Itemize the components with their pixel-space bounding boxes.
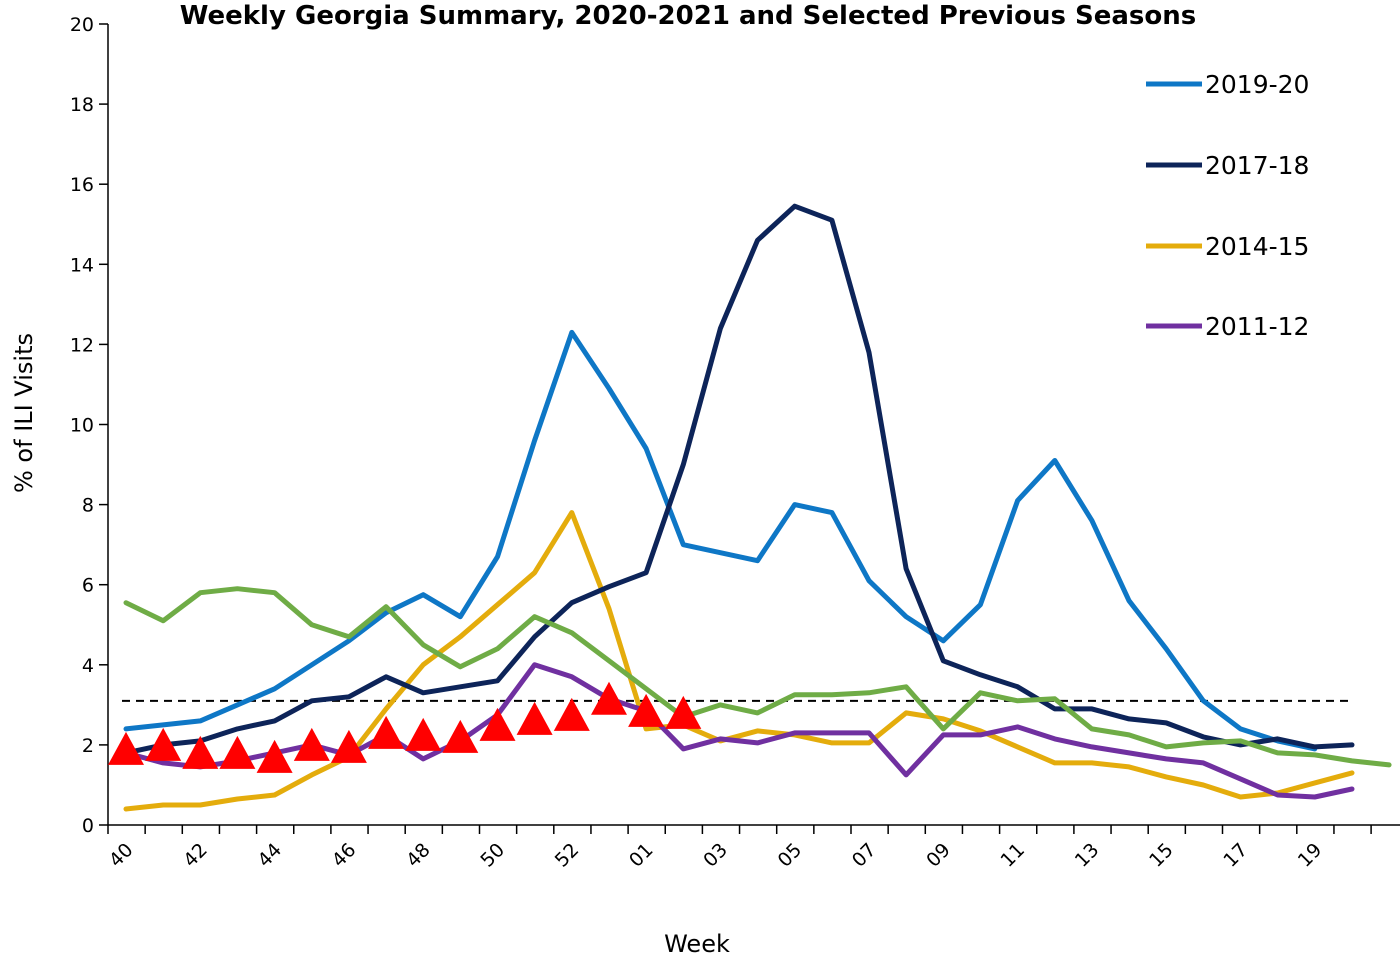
legend-label-2017-18: 2017-18: [1205, 151, 1309, 180]
series-line-2019-20: [123, 329, 1318, 752]
series-line-2011-12: [123, 662, 1355, 800]
y-tick-label: 12: [70, 334, 94, 356]
triangle-marker: [368, 715, 405, 749]
triangle-marker: [182, 735, 219, 769]
x-tick-label: 42: [179, 839, 212, 872]
y-tick-label: 6: [82, 575, 94, 597]
series-line-series-4: [123, 586, 1392, 768]
x-tick-label: 44: [253, 839, 286, 872]
triangle-marker: [145, 727, 182, 761]
marker-layer: [108, 681, 702, 773]
x-tick-label: 48: [402, 839, 435, 872]
x-tick-label: 52: [551, 839, 584, 872]
x-tick-label: 13: [1071, 839, 1104, 872]
y-tick-label: 4: [82, 655, 94, 677]
triangle-marker: [256, 739, 293, 773]
y-tick-label: 8: [82, 495, 94, 517]
triangle-marker: [330, 729, 367, 763]
triangle-marker: [516, 701, 553, 735]
x-tick-label: 07: [848, 839, 881, 872]
triangle-marker: [591, 681, 627, 715]
chart-title: Weekly Georgia Summary, 2020-2021 and Se…: [180, 1, 1196, 31]
x-tick-label: 15: [1145, 839, 1178, 872]
y-tick-label: 18: [70, 94, 94, 116]
legend: 2019-20 2017-18 2014-15 2011-12: [1146, 70, 1309, 341]
legend-item-2019-20: 2019-20: [1146, 70, 1309, 99]
x-tick-label: 40: [105, 839, 138, 872]
y-axis-label: % of ILI Visits: [10, 333, 38, 493]
legend-item-2017-18: 2017-18: [1146, 151, 1309, 180]
y-tick-label: 10: [70, 415, 94, 437]
legend-label-2019-20: 2019-20: [1205, 70, 1309, 99]
legend-label-2014-15: 2014-15: [1205, 232, 1309, 261]
x-tick-label: 19: [1294, 839, 1327, 872]
x-tick-label: 50: [476, 839, 509, 872]
x-tick-label: 09: [922, 839, 955, 872]
triangle-marker: [442, 719, 479, 753]
y-tick-label: 0: [82, 815, 94, 837]
x-tick-label: 05: [774, 839, 807, 872]
triangle-marker: [108, 731, 144, 765]
y-tick-label: 14: [70, 254, 94, 276]
x-tick-label: 01: [625, 839, 658, 872]
triangle-marker: [553, 697, 590, 731]
x-axis-label: Week: [664, 930, 730, 956]
triangle-marker: [665, 695, 702, 729]
x-tick-label: 03: [699, 839, 732, 872]
legend-item-2014-15: 2014-15: [1146, 232, 1309, 261]
triangle-marker: [479, 707, 516, 741]
y-tick-label: 16: [70, 174, 94, 196]
x-tick-label: 11: [996, 839, 1029, 872]
y-tick-label: 2: [82, 735, 94, 757]
x-tick-label: 17: [1219, 839, 1252, 872]
y-axis: 0 2 4 6 8 10 12 14 16 18 20: [70, 14, 109, 837]
triangle-marker: [628, 693, 665, 727]
triangle-marker: [219, 735, 256, 769]
legend-item-2011-12: 2011-12: [1146, 312, 1309, 341]
series-line-2014-15: [123, 510, 1355, 812]
triangle-marker: [405, 717, 442, 751]
series-line-2017-18: [123, 203, 1355, 756]
series-layer: [123, 203, 1392, 812]
y-tick-label: 20: [70, 14, 94, 36]
x-axis: 40 42 44 46 48 50 52 01 03 05 07 09 11 13 15 17 19: [105, 824, 1400, 872]
triangle-marker: [293, 727, 330, 761]
x-tick-label: 46: [328, 839, 361, 872]
legend-label-2011-12: 2011-12: [1205, 312, 1309, 341]
